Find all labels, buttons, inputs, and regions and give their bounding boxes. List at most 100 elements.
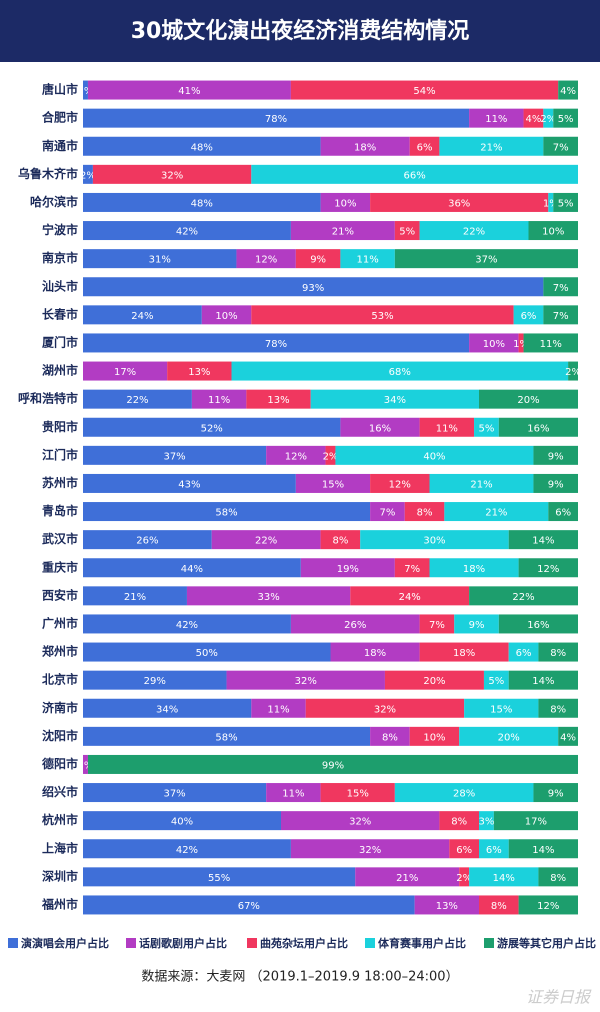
bar-segment (355, 867, 460, 887)
category-label: 重庆市 (42, 559, 78, 574)
legend-label: 演演唱会用户占比 (21, 936, 109, 950)
value-label: 16% (527, 620, 549, 631)
category-label: 江门市 (42, 447, 78, 462)
value-label: 15% (490, 704, 512, 715)
value-label: 26% (344, 620, 366, 631)
bar-segment (469, 333, 519, 353)
value-label: 7% (379, 508, 395, 519)
value-label: 11% (436, 423, 458, 434)
bar-segment (548, 502, 578, 522)
value-label: 8% (332, 536, 348, 547)
value-label: 1% (513, 339, 529, 350)
bar-segment (479, 839, 509, 859)
bar-segment (394, 783, 534, 803)
value-label: 42% (176, 620, 198, 631)
value-label: 48% (191, 198, 213, 209)
bar-segment (454, 614, 499, 634)
bar-segment (394, 221, 420, 241)
bar-segment (558, 80, 578, 100)
bar-segment (83, 642, 331, 662)
bar-segment (211, 530, 321, 550)
category-label: 福州市 (41, 896, 78, 911)
value-label: 26% (136, 536, 158, 547)
bar-segment (167, 361, 232, 381)
bar-segment (479, 811, 494, 831)
value-label: 68% (389, 367, 411, 378)
category-label: 宁波市 (42, 222, 78, 237)
value-label: 21% (480, 142, 502, 153)
value-label: 1% (78, 86, 94, 97)
category-label: 上海市 (42, 840, 78, 855)
bar-segment (83, 558, 301, 578)
bar-segment (246, 389, 311, 409)
value-label: 22% (126, 395, 148, 406)
category-label: 湖州市 (42, 363, 78, 378)
bar-segment (340, 417, 420, 437)
bar-segment (404, 502, 445, 522)
value-label: 28% (453, 789, 475, 800)
bar-segment (439, 136, 544, 156)
value-label: 48% (191, 142, 213, 153)
legend-swatch (8, 938, 18, 948)
value-label: 12% (537, 901, 559, 912)
bar-segment (394, 558, 430, 578)
bar-segment (370, 473, 430, 493)
value-label: 67% (238, 901, 260, 912)
bar-segment (92, 164, 252, 184)
bar-segment (469, 867, 539, 887)
bar-segment (449, 839, 479, 859)
value-label: 34% (384, 395, 406, 406)
value-label: 40% (423, 451, 445, 462)
category-label: 南通市 (42, 138, 78, 153)
category-label: 深圳市 (42, 868, 78, 883)
value-label: 6% (486, 845, 502, 856)
category-label: 厦门市 (42, 334, 78, 349)
bar-segment (83, 333, 470, 353)
value-label: 2% (565, 367, 581, 378)
value-label: 21% (124, 592, 146, 603)
bar-segment (83, 754, 88, 774)
value-label: 10% (215, 311, 237, 322)
bar-segment (83, 614, 291, 634)
value-label: 12% (537, 564, 559, 575)
value-label: 32% (374, 704, 396, 715)
bar-segment (295, 473, 371, 493)
bar-segment (469, 108, 524, 128)
bar-segment (83, 221, 291, 241)
bar-segment (508, 530, 578, 550)
legend-label: 话剧歌剧用户占比 (139, 936, 227, 950)
bar-segment (83, 277, 544, 297)
bar-segment (310, 389, 479, 409)
bar-segment (300, 558, 395, 578)
value-label: 5% (558, 198, 574, 209)
value-label: 55% (208, 873, 230, 884)
bar-segment (83, 895, 415, 915)
bar-segment (518, 895, 578, 915)
bar-segment (498, 417, 578, 437)
bar-segment (251, 164, 579, 184)
value-label: 18% (364, 648, 386, 659)
bar-segment (335, 445, 534, 465)
bar-segment (538, 867, 578, 887)
bar-segment (508, 642, 539, 662)
value-label: 24% (131, 311, 153, 322)
bar-segment (251, 698, 306, 718)
bar-segment (83, 473, 296, 493)
value-label: 9% (548, 479, 564, 490)
bar-segment (340, 249, 395, 269)
value-label: 4% (560, 732, 576, 743)
value-label: 53% (371, 311, 393, 322)
bar-segment (360, 530, 509, 550)
bar-segment (325, 445, 336, 465)
bar-segment (384, 670, 484, 690)
value-label: 3% (478, 817, 494, 828)
value-label: 4% (560, 86, 576, 97)
value-label: 8% (550, 704, 566, 715)
value-label: 22% (255, 536, 277, 547)
value-label: 44% (181, 564, 203, 575)
value-label: 11% (540, 339, 562, 350)
value-label: 18% (354, 142, 376, 153)
bar-segment (523, 108, 544, 128)
bar-segment (508, 839, 578, 859)
